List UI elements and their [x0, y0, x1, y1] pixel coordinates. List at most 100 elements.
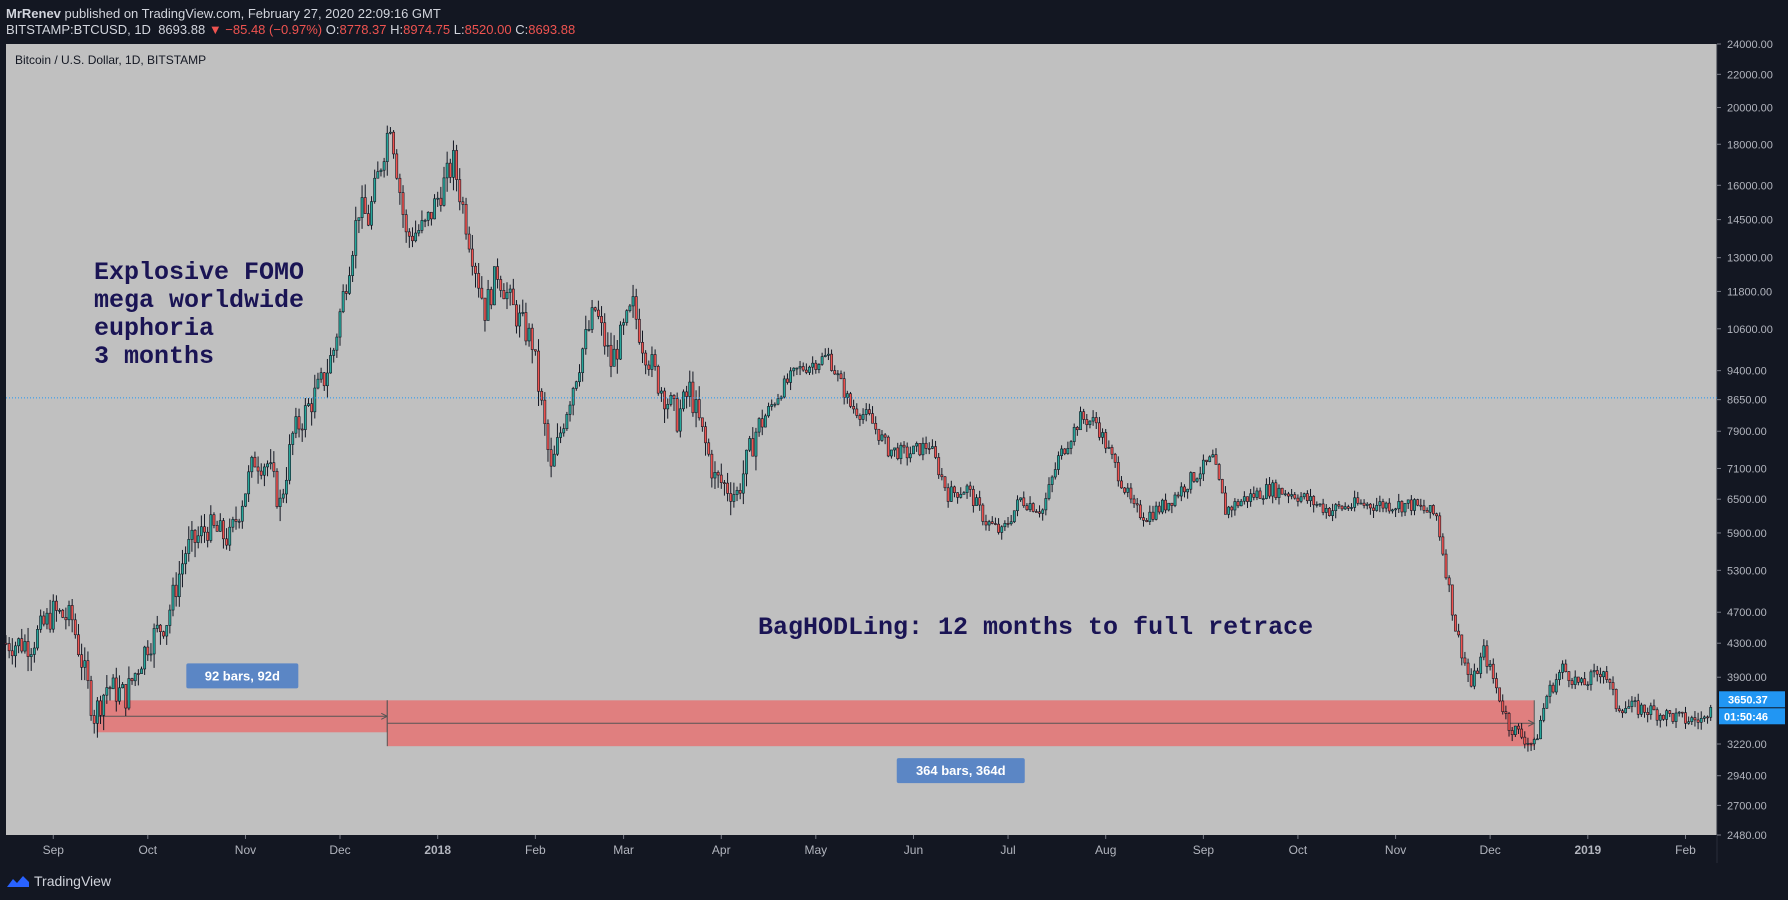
- candle-body: [971, 489, 975, 506]
- candle-body: [313, 387, 317, 413]
- candle-body: [452, 150, 455, 178]
- candle-body: [1265, 484, 1268, 499]
- candle-body: [836, 373, 840, 376]
- candle-body: [329, 355, 332, 374]
- time-axis-bg[interactable]: [0, 835, 1788, 863]
- candle-body: [990, 521, 994, 524]
- candle-body: [354, 220, 358, 256]
- candle-body: [1416, 499, 1420, 506]
- tradingview-brand[interactable]: TradingView: [34, 873, 112, 889]
- candle-body: [918, 443, 922, 456]
- candle-body: [1403, 503, 1407, 513]
- candle-body: [1391, 509, 1394, 512]
- price-axis-bg[interactable]: [1717, 44, 1788, 863]
- candle-body: [912, 445, 915, 455]
- tradingview-logo-icon[interactable]: [6, 873, 30, 889]
- price-tick-label: 4300.00: [1727, 638, 1767, 650]
- candle-body: [1356, 497, 1360, 504]
- candle-body: [927, 448, 931, 450]
- candle-body: [609, 344, 613, 367]
- candle-body: [1668, 710, 1672, 714]
- candle-body: [1179, 486, 1183, 497]
- publish-text: published on TradingView.com, February 2…: [64, 6, 441, 21]
- candle-body: [997, 523, 1000, 533]
- candle-body: [631, 296, 635, 307]
- time-tick-label: Feb: [525, 843, 546, 857]
- candle-body: [1674, 712, 1678, 722]
- candle-body: [524, 312, 528, 342]
- candle-body: [1696, 719, 1700, 723]
- candle-body: [921, 442, 925, 456]
- candle-body: [143, 646, 147, 670]
- candle-body: [417, 230, 421, 234]
- candle-body: [1309, 496, 1312, 502]
- candle-body: [1012, 510, 1016, 523]
- candle-body: [363, 197, 367, 214]
- candle-body: [1460, 634, 1464, 659]
- candle-body: [196, 535, 200, 543]
- candle-body: [710, 453, 714, 479]
- candle-body: [162, 631, 165, 637]
- candle-body: [288, 444, 291, 481]
- candle-body: [130, 678, 134, 682]
- candle-body: [1135, 503, 1139, 506]
- candle-body: [675, 398, 679, 432]
- candle-body: [1006, 523, 1010, 525]
- baghodl-annotation[interactable]: BagHODLing: 12 months to full retrace: [758, 613, 1313, 642]
- time-tick-label: Apr: [712, 843, 731, 857]
- candle-body: [861, 414, 865, 420]
- date-range-label-bg: [896, 758, 1025, 784]
- price-tick-label: 9400.00: [1727, 366, 1767, 378]
- candle-body: [1476, 670, 1479, 674]
- candle-body: [1324, 507, 1328, 513]
- candle-body: [1009, 521, 1013, 525]
- candle-body: [1208, 456, 1212, 462]
- chart-header: MrRenev published on TradingView.com, Fe…: [0, 0, 1788, 44]
- candle-body: [1246, 496, 1249, 502]
- candle-body: [1633, 700, 1637, 702]
- candle-body: [533, 349, 537, 352]
- candle-body: [549, 449, 553, 467]
- candle-body: [691, 381, 695, 414]
- candle-body: [32, 647, 36, 655]
- candle-body: [845, 393, 849, 399]
- publisher-name[interactable]: MrRenev: [6, 6, 61, 21]
- candle-body: [338, 311, 342, 338]
- candle-body: [1145, 520, 1149, 522]
- candle-body: [1362, 502, 1366, 506]
- candle-body: [1419, 504, 1423, 507]
- candle-body: [1025, 505, 1029, 511]
- time-tick-label: Nov: [1385, 843, 1406, 857]
- candle-body: [1375, 505, 1379, 511]
- candle-body: [344, 291, 348, 294]
- candle-body: [395, 153, 399, 179]
- candle-body: [763, 415, 767, 428]
- candle-body: [1230, 506, 1234, 511]
- candle-body: [562, 428, 566, 434]
- candle-body: [719, 474, 723, 483]
- candle-body: [1365, 503, 1369, 506]
- candle-body: [1432, 505, 1435, 515]
- candle-body: [155, 624, 159, 629]
- candle-body: [1110, 447, 1114, 455]
- candle-body: [619, 324, 622, 360]
- candle-body: [1532, 739, 1536, 745]
- candle-body: [1586, 684, 1590, 686]
- candle-body: [1466, 662, 1470, 675]
- candle-body: [1384, 502, 1388, 509]
- candle-body: [981, 504, 985, 522]
- price-tick-label: 7100.00: [1727, 463, 1767, 475]
- candle-body: [291, 432, 295, 445]
- candle-body: [58, 609, 61, 612]
- candle-body: [414, 232, 418, 242]
- candle-body: [297, 416, 301, 430]
- candle-body: [1151, 511, 1155, 520]
- chart-title: Bitcoin / U.S. Dollar, 1D, BITSTAMP: [15, 53, 206, 67]
- price-chart[interactable]: 92 bars, 92d 364 bars, 364d Bitcoin / U.S…: [0, 0, 1788, 863]
- candle-body: [1529, 743, 1533, 745]
- candle-body: [1321, 503, 1325, 513]
- candle-body: [682, 391, 685, 410]
- candle-body: [1198, 473, 1202, 480]
- price-tick-label: 3220.00: [1727, 739, 1767, 751]
